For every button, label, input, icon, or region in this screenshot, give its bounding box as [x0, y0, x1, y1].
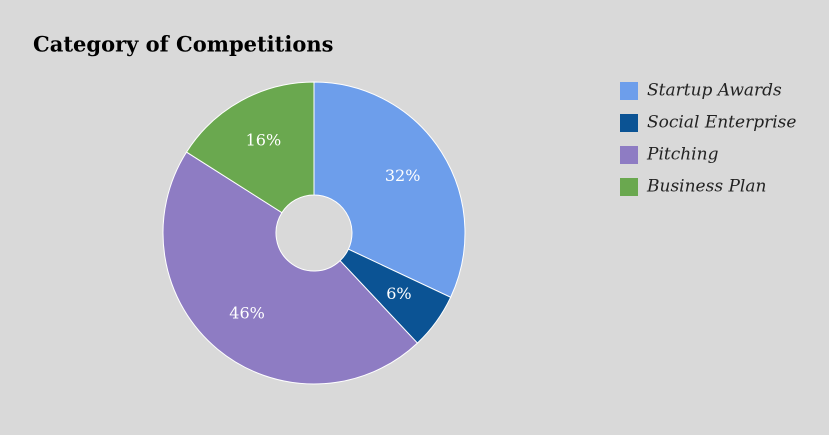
slice [313, 81, 466, 298]
slice-label: 16% [246, 130, 282, 149]
legend-swatch [620, 82, 638, 100]
slice [162, 151, 419, 385]
slice [185, 81, 315, 214]
legend-label: Pitching [646, 145, 719, 165]
slice-label: 46% [229, 303, 265, 322]
legend-label: Business Plan [646, 177, 766, 197]
legend-label: Social Enterprise [647, 113, 796, 133]
legend-label: Startup Awards [647, 81, 782, 101]
slice-label: 32% [385, 166, 421, 185]
legend-swatch [620, 178, 638, 196]
chart-title: Category of Competitions [33, 32, 333, 57]
slice-label: 6% [386, 284, 411, 303]
legend-swatch [620, 114, 638, 132]
legend-swatch [620, 146, 638, 164]
